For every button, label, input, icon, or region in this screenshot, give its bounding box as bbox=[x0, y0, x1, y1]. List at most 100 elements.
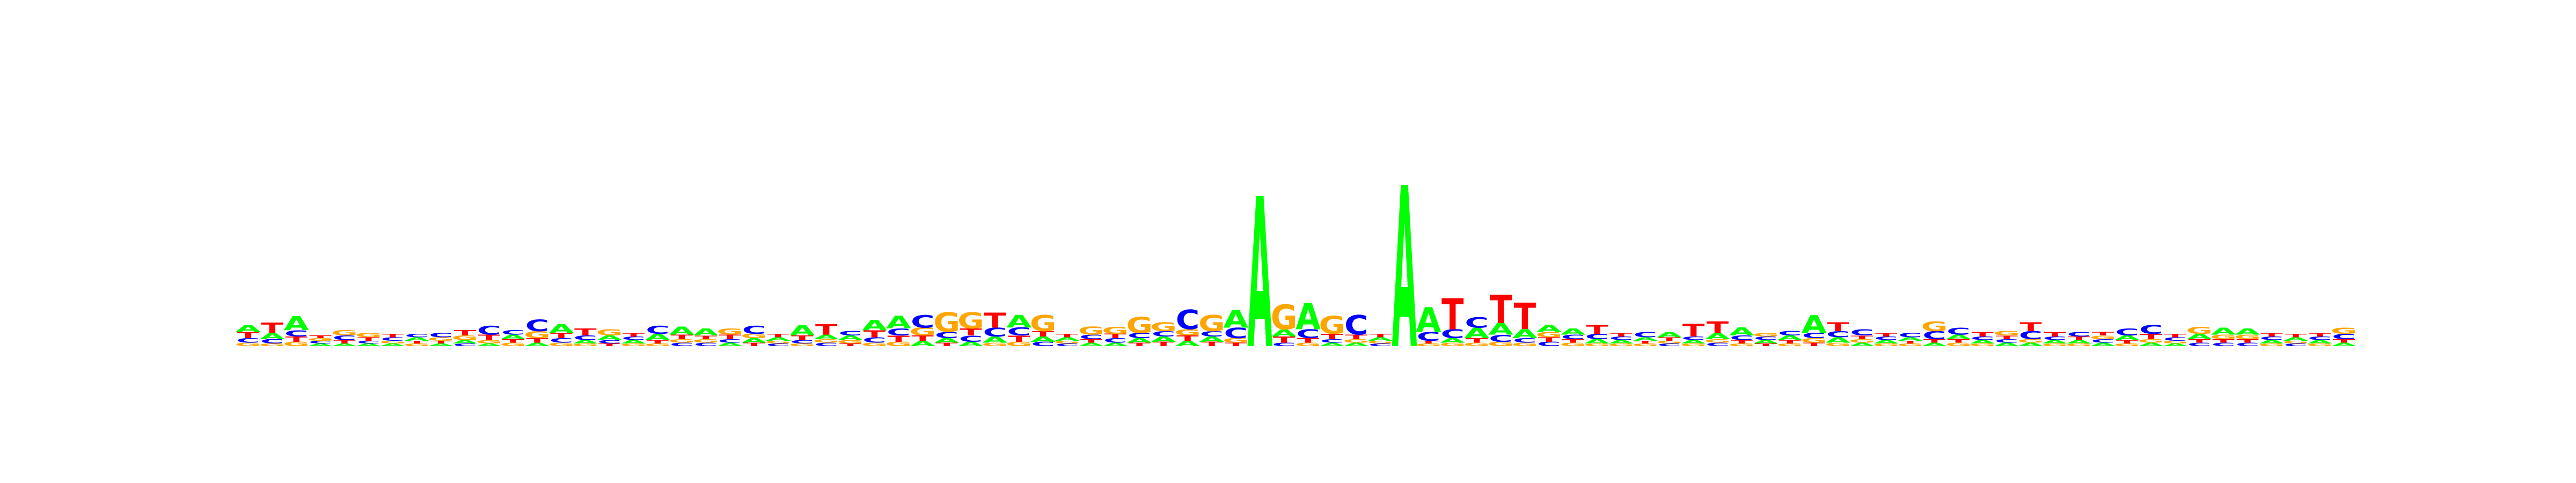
logo-letter-G: G bbox=[572, 343, 599, 347]
logo-letter-A: A bbox=[1633, 336, 1658, 342]
logo-letter-C: C bbox=[1152, 330, 1176, 339]
logo-letter-C: C bbox=[1922, 329, 1946, 342]
logo-letter-T: T bbox=[286, 335, 308, 343]
logo-letter-T: T bbox=[1755, 343, 1777, 347]
logo-letter-G: G bbox=[1102, 325, 1129, 336]
logo-letter-G: G bbox=[765, 340, 792, 345]
logo-letter-T: T bbox=[2212, 338, 2235, 343]
logo-letter-C: C bbox=[1224, 325, 1248, 342]
logo-letter-A: A bbox=[525, 342, 551, 347]
logo-letter-G: G bbox=[1488, 341, 1514, 348]
logo-letter-G: G bbox=[909, 325, 936, 338]
logo-letter-G: G bbox=[1126, 313, 1153, 338]
logo-letter-C: C bbox=[766, 343, 791, 347]
logo-letter-C: C bbox=[694, 342, 718, 347]
logo-position-43: A bbox=[1247, 155, 1272, 395]
logo-letter-G: G bbox=[1271, 297, 1298, 337]
logo-letter-T: T bbox=[526, 337, 548, 344]
logo-letter-C: C bbox=[260, 338, 284, 345]
logo-letter-C: C bbox=[2091, 338, 2115, 343]
logo-letter-G: G bbox=[741, 333, 767, 340]
logo-letter-C: C bbox=[1489, 333, 1513, 344]
logo-letter-A: A bbox=[1103, 342, 1129, 347]
logo-letter-G: G bbox=[1223, 337, 1249, 344]
logo-letter-T: T bbox=[912, 334, 934, 343]
logo-letter-C: C bbox=[1585, 332, 1609, 341]
logo-letter-A: A bbox=[284, 312, 309, 335]
logo-letter-A: A bbox=[1199, 335, 1224, 343]
logo-letter-G: G bbox=[933, 308, 960, 339]
logo-letter-T: T bbox=[671, 333, 693, 340]
logo-letter-A: A bbox=[1512, 327, 1538, 341]
logo-letter-T: T bbox=[2116, 339, 2139, 345]
logo-letter-G: G bbox=[548, 342, 575, 347]
logo-letter-G: G bbox=[2017, 338, 2044, 343]
logo-letter-G: G bbox=[1945, 342, 1972, 347]
logo-letter-G: G bbox=[2210, 333, 2237, 340]
logo-letter-T: T bbox=[647, 339, 669, 345]
logo-letter-A: A bbox=[1006, 312, 1032, 332]
logo-letter-A: A bbox=[1946, 333, 1971, 340]
logo-stacks: GCTAGCATGTCAACGTATCGACTGAGCTGTACATGCCAGT… bbox=[235, 142, 2358, 398]
logo-letter-C: C bbox=[525, 317, 550, 335]
logo-letter-T: T bbox=[1682, 321, 1704, 341]
logo-letter-G: G bbox=[1198, 311, 1225, 336]
logo-letter-C: C bbox=[2043, 335, 2067, 341]
logo-letter-T: T bbox=[1707, 319, 1729, 337]
logo-letter-C: C bbox=[670, 342, 694, 347]
logo-letter-A: A bbox=[236, 323, 261, 334]
logo-letter-G: G bbox=[307, 338, 334, 342]
logo-letter-C: C bbox=[935, 331, 959, 340]
logo-letter-T: T bbox=[1201, 341, 1223, 348]
logo-letter-T: T bbox=[815, 321, 837, 339]
logo-letter-C: C bbox=[1537, 341, 1561, 348]
logo-letter-C: C bbox=[2260, 335, 2284, 341]
logo-letter-A: A bbox=[548, 321, 574, 336]
logo-letter-C: C bbox=[983, 325, 1007, 340]
logo-letter-T: T bbox=[1129, 342, 1151, 347]
logo-letter-C: C bbox=[2332, 332, 2356, 341]
logo-letter-C: C bbox=[1609, 335, 1634, 341]
logo-letter-A: A bbox=[1151, 335, 1176, 343]
logo-letter-A: A bbox=[1729, 325, 1754, 338]
logo-letter-A: A bbox=[1055, 336, 1080, 342]
logo-letter-A: A bbox=[1777, 334, 1803, 341]
logo-letter-G: G bbox=[1704, 338, 1731, 343]
logo-letter-C: C bbox=[357, 340, 381, 345]
logo-letter-C: C bbox=[718, 338, 742, 343]
logo-letter-T: T bbox=[2333, 338, 2355, 343]
logo-letter-A: A bbox=[838, 334, 863, 341]
logo-letter-C: C bbox=[1368, 343, 1393, 347]
logo-letter-A: A bbox=[1488, 320, 1513, 339]
logo-letter-A: A bbox=[1561, 327, 1586, 336]
logo-letter-C: C bbox=[1634, 331, 1658, 339]
logo-letter-C: C bbox=[742, 324, 766, 336]
logo-letter-A: A bbox=[621, 339, 647, 345]
logo-letter-T: T bbox=[1056, 333, 1079, 338]
logo-letter-A: A bbox=[910, 340, 935, 348]
logo-letter-T: T bbox=[1273, 335, 1296, 345]
logo-letter-G: G bbox=[620, 343, 647, 347]
logo-letter-G: G bbox=[475, 339, 502, 345]
logo-letter-A: A bbox=[1585, 338, 1610, 345]
logo-letter-A: A bbox=[982, 335, 1008, 345]
